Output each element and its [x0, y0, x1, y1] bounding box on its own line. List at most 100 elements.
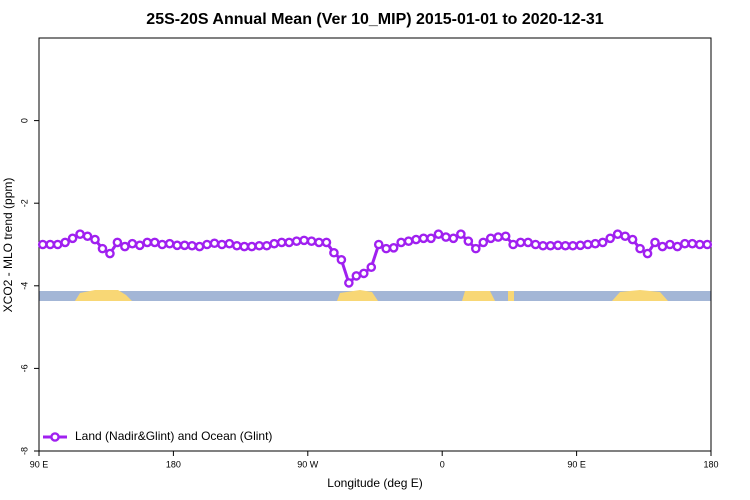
point — [284, 237, 294, 248]
point — [545, 240, 556, 251]
point — [403, 236, 414, 246]
point — [314, 237, 324, 248]
point — [291, 236, 302, 246]
point — [470, 243, 481, 254]
point — [433, 229, 444, 239]
point — [687, 238, 698, 249]
x-tick-label: 0 — [440, 459, 445, 469]
y-axis-label: XCO2 - MLO trend (ppm) — [1, 178, 15, 313]
point — [134, 240, 145, 251]
point — [605, 233, 616, 244]
x-tick-label: 90 E — [567, 459, 586, 469]
point — [523, 237, 533, 248]
y-tick-label: -8 — [19, 447, 29, 455]
point — [702, 239, 713, 250]
land-patch — [612, 290, 668, 301]
point — [194, 241, 205, 252]
point — [695, 239, 705, 250]
x-tick-label: 90 E — [30, 459, 49, 469]
point — [67, 233, 78, 244]
point — [538, 240, 548, 251]
point — [411, 234, 421, 245]
point — [508, 239, 518, 250]
legend-label: Land (Nadir&Glint) and Ocean (Glint) — [75, 429, 272, 443]
point — [120, 241, 130, 252]
point — [254, 240, 265, 251]
point — [366, 262, 377, 273]
point — [485, 233, 496, 244]
point — [261, 240, 272, 251]
point — [187, 240, 197, 251]
point — [112, 237, 123, 248]
point — [358, 268, 369, 279]
point — [37, 239, 48, 250]
point — [426, 233, 436, 244]
point — [105, 248, 115, 259]
point — [217, 239, 227, 250]
point — [52, 239, 63, 250]
point — [553, 240, 563, 251]
point — [650, 237, 660, 248]
y-tick-label: 0 — [19, 118, 29, 123]
point — [45, 239, 56, 250]
point — [620, 231, 630, 242]
point — [239, 241, 250, 252]
point — [224, 238, 235, 249]
x-tick-label: 180 — [166, 459, 181, 469]
point — [680, 238, 690, 249]
point — [344, 278, 354, 288]
point — [97, 243, 108, 254]
point — [448, 233, 459, 244]
y-tick-label: -2 — [19, 199, 29, 207]
point — [142, 237, 153, 248]
point — [82, 231, 93, 242]
point — [321, 237, 332, 248]
point — [90, 234, 100, 245]
land-patch — [508, 291, 514, 301]
point — [396, 237, 406, 248]
point — [373, 239, 384, 250]
point — [157, 239, 167, 250]
ocean-band — [39, 291, 711, 301]
point — [276, 237, 287, 248]
point — [456, 229, 466, 239]
point — [246, 241, 257, 252]
point — [493, 232, 504, 242]
land-ocean-band — [39, 290, 711, 301]
point — [351, 271, 362, 281]
point — [299, 235, 309, 246]
point — [269, 238, 280, 249]
point — [381, 243, 392, 254]
y-tick-label: -4 — [19, 282, 29, 290]
point — [172, 240, 182, 251]
point — [306, 236, 317, 246]
point — [665, 239, 675, 250]
point — [672, 241, 683, 252]
legend-marker — [50, 432, 60, 442]
point — [418, 233, 429, 244]
point — [597, 237, 608, 248]
point — [441, 232, 451, 242]
point — [515, 237, 526, 248]
point — [149, 237, 160, 248]
x-tick-label: 90 W — [297, 459, 319, 469]
point — [179, 240, 190, 251]
point — [583, 239, 593, 250]
point — [209, 238, 220, 249]
x-tick-label: 180 — [703, 459, 718, 469]
point — [657, 241, 668, 252]
point — [388, 243, 399, 253]
land-patch — [462, 291, 495, 301]
point — [612, 229, 623, 239]
point — [60, 237, 70, 248]
point — [500, 231, 511, 242]
chart-title: 25S-20S Annual Mean (Ver 10_MIP) 2015-01… — [146, 11, 604, 28]
point — [164, 238, 175, 249]
point — [478, 237, 489, 248]
y-tick-label: -6 — [19, 364, 29, 372]
point — [336, 254, 347, 265]
point — [202, 239, 212, 250]
point — [329, 247, 339, 258]
point — [560, 240, 571, 251]
